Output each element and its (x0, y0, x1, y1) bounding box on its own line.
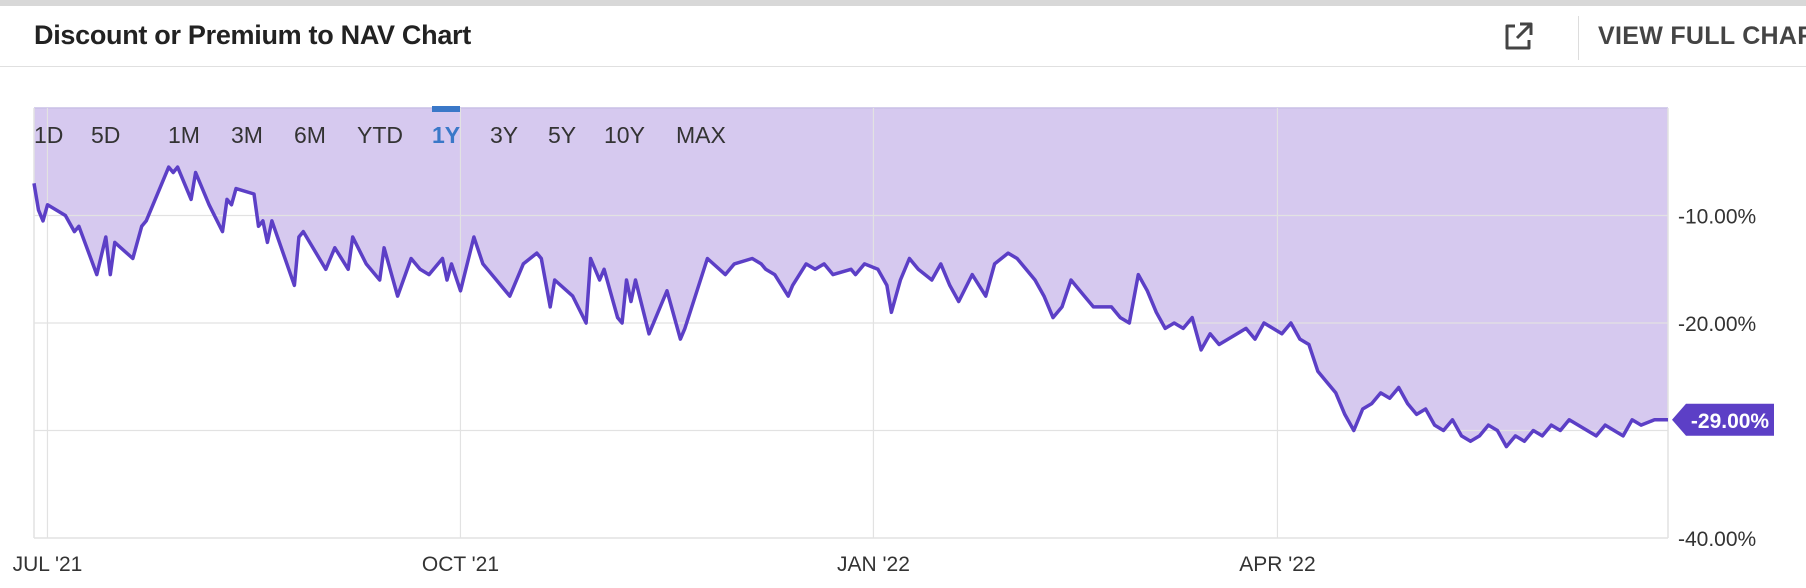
range-tab-1d[interactable]: 1D (34, 122, 64, 148)
range-tab-max[interactable]: MAX (676, 122, 726, 148)
range-tab-3y[interactable]: 3Y (490, 122, 519, 148)
range-tab-10y[interactable]: 10Y (604, 122, 645, 148)
range-tab-1m[interactable]: 1M (168, 122, 200, 148)
area-fill (34, 108, 1668, 447)
y-tick-label: -10.00% (1678, 206, 1756, 229)
range-tab-6m[interactable]: 6M (294, 122, 326, 148)
chart-header: Discount or Premium to NAV Chart VIEW FU… (0, 6, 1806, 67)
y-tick-label: -20.00% (1678, 313, 1756, 336)
range-tab-1y[interactable]: 1Y (432, 106, 461, 148)
external-link-icon[interactable] (1500, 19, 1536, 55)
chart-title: Discount or Premium to NAV Chart (34, 20, 471, 50)
y-tick-label: -40.00% (1678, 528, 1756, 551)
last-value-label: -29.00% (1691, 410, 1770, 433)
x-tick-label: APR '22 (1239, 553, 1315, 576)
header-divider (1578, 16, 1579, 60)
x-tick-label: OCT '21 (422, 553, 499, 576)
top-border (0, 0, 1806, 6)
view-full-chart-link[interactable]: VIEW FULL CHART (1598, 22, 1806, 50)
range-tab-ytd[interactable]: YTD (357, 122, 403, 148)
x-tick-label: JAN '22 (837, 553, 910, 576)
range-tab-5d[interactable]: 5D (91, 122, 121, 148)
range-tab-5y[interactable]: 5Y (548, 122, 577, 148)
x-tick-label: JUL '21 (13, 553, 83, 576)
range-tab-3m[interactable]: 3M (231, 122, 263, 148)
external-link-glyph (1505, 22, 1533, 50)
last-value-badge (1672, 403, 1774, 436)
series-line (32, 165, 1668, 449)
